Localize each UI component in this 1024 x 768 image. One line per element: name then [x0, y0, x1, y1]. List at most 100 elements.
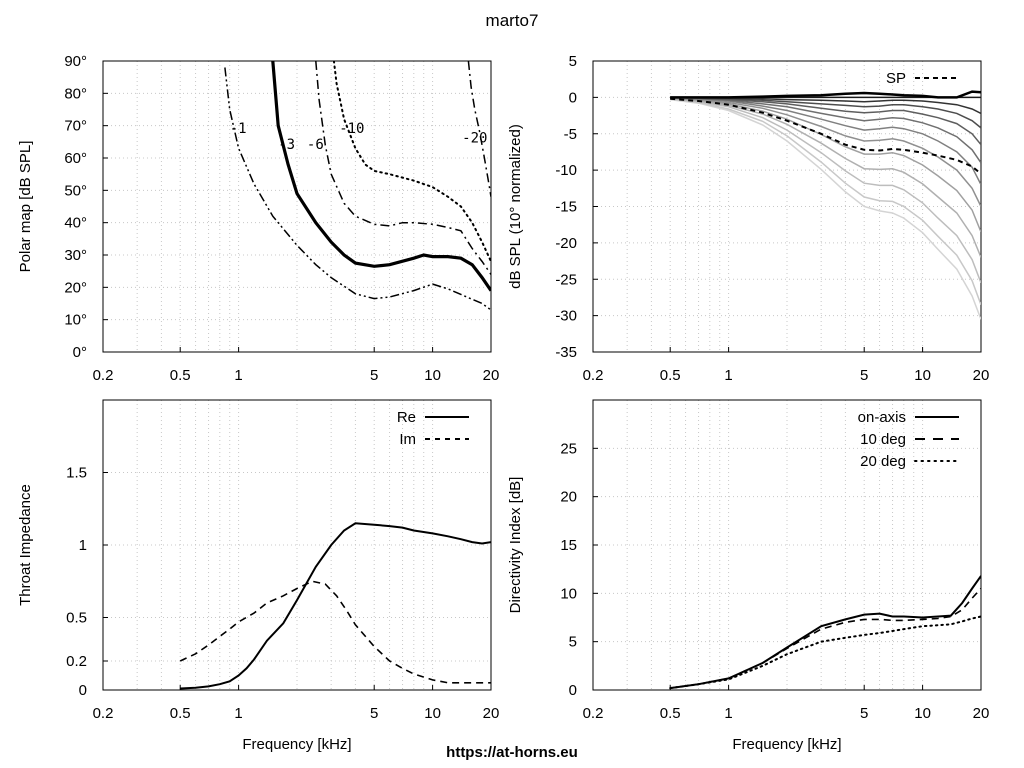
x-tick-label: 5: [370, 367, 378, 384]
y-tick-label: -10: [555, 162, 577, 179]
x-tick-label: 0.2: [93, 367, 114, 384]
y-tick-label: 0.2: [66, 653, 87, 670]
y-tick-label: -20: [555, 235, 577, 252]
x-axis-label: Frequency [kHz]: [242, 736, 351, 753]
x-tick-label: 5: [370, 705, 378, 722]
y-tick-label: 15: [560, 537, 577, 554]
x-tick-label: 1: [234, 705, 242, 722]
x-tick-label: 0.2: [583, 367, 604, 384]
legend: on-axis 10 deg 20 deg: [858, 409, 960, 470]
series-line-impedance-1: [179, 580, 491, 684]
y-tick-label: 60°: [64, 150, 87, 167]
y-tick-label: -25: [555, 271, 577, 288]
x-tick-label: 20: [483, 367, 500, 384]
grid: [593, 61, 981, 352]
y-tick-label: 40°: [64, 215, 87, 232]
grid: [593, 400, 981, 690]
plot-area: [179, 522, 491, 690]
legend-label: 20 deg: [860, 453, 906, 470]
y-tick-label: 50°: [64, 182, 87, 199]
x-axis-label: Frequency [kHz]: [732, 736, 841, 753]
throat-impedance-panel: 0.2 0.5 1 5 10 20 0 0.2 0.5 1 1.5 Throat Impedance F…: [17, 399, 500, 753]
x-tick-label: 20: [483, 705, 500, 722]
spl-line-30deg: [670, 96, 981, 129]
spl-line-90deg: [670, 97, 981, 258]
series-line-impedance-0: [180, 522, 491, 690]
y-tick-label: 0.5: [66, 610, 87, 627]
plot-frame: [102, 60, 492, 353]
x-tick-label: 5: [860, 705, 868, 722]
y-tick-label: 1.5: [66, 465, 87, 482]
x-tick-label: 0.2: [93, 705, 114, 722]
x-tick-label: 0.5: [170, 705, 191, 722]
spl-line-110deg: [670, 98, 981, 305]
legend-label: 10 deg: [860, 431, 906, 448]
y-tick-label: 5: [569, 53, 577, 70]
x-tick-label: 5: [860, 367, 868, 384]
contour-label: -1: [230, 121, 247, 137]
spl-line-100deg: [670, 98, 981, 284]
legend-label: Im: [399, 431, 416, 448]
y-tick-label: 30°: [64, 247, 87, 264]
sp-line: [670, 97, 981, 175]
grid: [103, 400, 491, 690]
x-tick-label: 20: [973, 367, 990, 384]
plot-area: -1 -3 -6 -10 -20: [224, 61, 491, 311]
contour-label: -6: [307, 137, 324, 153]
legend-label: SP: [886, 70, 906, 87]
y-tick-label: 90°: [64, 53, 87, 70]
x-tick-label: 10: [424, 367, 441, 384]
x-tick-label: 0.5: [660, 705, 681, 722]
x-tick-label: 20: [973, 705, 990, 722]
spl-line-40deg: [670, 96, 981, 146]
y-tick-label: 20: [560, 489, 577, 506]
y-tick-label: 0: [569, 682, 577, 699]
legend-label: Re: [397, 409, 416, 426]
spl-line-50deg: [670, 96, 981, 164]
series-line-polar-4: [467, 61, 491, 197]
series-line-polar-0: [224, 67, 491, 311]
x-tick-label: 1: [234, 367, 242, 384]
spl-line-70deg: [670, 97, 981, 207]
x-tick-label: 0.5: [170, 367, 191, 384]
series-line-polar-1: [271, 61, 491, 292]
x-tick-label: 1: [724, 705, 732, 722]
plot-area: [669, 575, 981, 690]
spl-line-0deg: [670, 90, 981, 99]
y-tick-label: 5: [569, 634, 577, 651]
x-tick-label: 10: [424, 705, 441, 722]
x-tick-label: 10: [914, 705, 931, 722]
spl-line-20deg: [670, 96, 981, 115]
x-tick-label: 0.5: [660, 367, 681, 384]
y-tick-label: 0: [569, 89, 577, 106]
figure-title: marto7: [486, 11, 539, 30]
polar-map-panel: 0.2 0.5 1 5 10 20 0° 10° 20° 30° 40° 50° 60° 70° 80° 90…: [17, 53, 499, 384]
y-axis-label: Directivity Index [dB]: [507, 477, 524, 614]
contour-label: -10: [339, 121, 364, 137]
grid: [103, 61, 491, 352]
series-line-di-2: [669, 615, 981, 690]
footer-url: https://at-horns.eu: [446, 744, 578, 761]
y-tick-label: 20°: [64, 279, 87, 296]
series-line-di-1: [670, 587, 981, 689]
spl-line-80deg: [670, 97, 981, 233]
contour-label: -20: [462, 131, 487, 147]
x-tick-label: 0.2: [583, 705, 604, 722]
y-tick-label: 0°: [73, 344, 87, 361]
legend-label: on-axis: [858, 409, 906, 426]
y-tick-label: 10°: [64, 312, 87, 329]
y-axis-label: Throat Impedance: [17, 484, 34, 606]
y-tick-label: 25: [560, 440, 577, 457]
legend: Re Im: [397, 409, 469, 448]
y-axis-label: Polar map [dB SPL]: [17, 141, 34, 273]
plot-area: [670, 90, 981, 320]
y-tick-label: -15: [555, 199, 577, 216]
y-tick-label: 0: [79, 682, 87, 699]
series-line-di-0: [670, 575, 981, 690]
y-tick-label: 80°: [64, 85, 87, 102]
series-line-polar-3: [332, 61, 491, 263]
y-tick-label: -5: [564, 126, 577, 143]
legend: SP: [886, 70, 959, 87]
